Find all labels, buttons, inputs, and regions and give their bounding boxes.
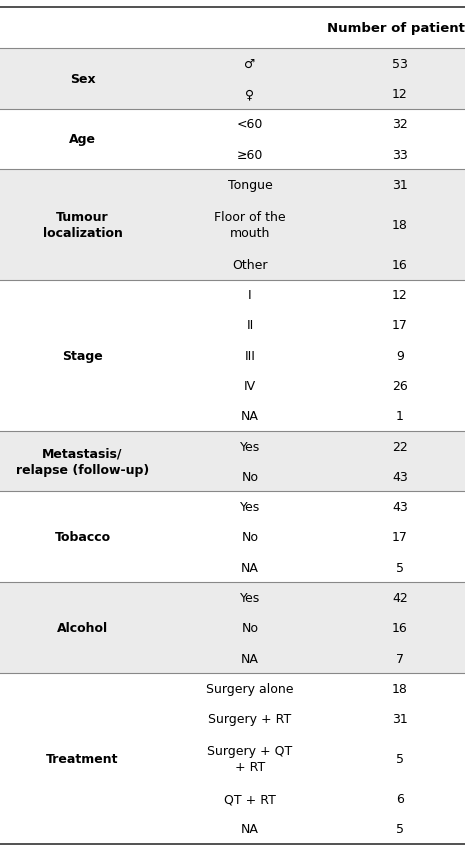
Text: 31: 31 xyxy=(392,712,408,725)
Text: 31: 31 xyxy=(392,179,408,192)
Text: Number of patients: Number of patients xyxy=(327,22,465,35)
Text: Yes: Yes xyxy=(240,591,260,604)
Text: 33: 33 xyxy=(392,148,408,161)
Text: 17: 17 xyxy=(392,319,408,332)
Text: Other: Other xyxy=(232,258,268,272)
Text: 42: 42 xyxy=(392,591,408,604)
Bar xyxy=(0,110,465,170)
Text: 5: 5 xyxy=(396,752,404,765)
Text: 12: 12 xyxy=(392,88,408,101)
Text: 26: 26 xyxy=(392,379,408,393)
Text: Treatment: Treatment xyxy=(46,752,119,765)
Text: NA: NA xyxy=(241,652,259,665)
Bar xyxy=(0,431,465,492)
Text: IV: IV xyxy=(244,379,256,393)
Text: 5: 5 xyxy=(396,822,404,835)
Text: 43: 43 xyxy=(392,500,408,514)
Text: I: I xyxy=(248,289,252,302)
Text: Tobacco: Tobacco xyxy=(54,531,111,544)
Text: 5: 5 xyxy=(396,561,404,574)
Text: 7: 7 xyxy=(396,652,404,665)
Text: Tumour
localization: Tumour localization xyxy=(43,210,122,239)
Text: ≥60: ≥60 xyxy=(237,148,263,161)
Text: 12: 12 xyxy=(392,289,408,302)
Text: Surgery alone: Surgery alone xyxy=(206,682,294,695)
Bar xyxy=(0,170,465,280)
Text: ♂: ♂ xyxy=(244,58,256,71)
Text: Stage: Stage xyxy=(62,349,103,362)
Text: NA: NA xyxy=(241,561,259,574)
Text: Alcohol: Alcohol xyxy=(57,621,108,635)
Text: Surgery + RT: Surgery + RT xyxy=(208,712,292,725)
Text: Surgery + QT
+ RT: Surgery + QT + RT xyxy=(207,744,292,773)
Text: Yes: Yes xyxy=(240,440,260,453)
Text: No: No xyxy=(241,470,259,483)
Text: 16: 16 xyxy=(392,621,408,635)
Text: 1: 1 xyxy=(396,410,404,423)
Bar xyxy=(0,583,465,673)
Bar xyxy=(0,673,465,844)
Text: 18: 18 xyxy=(392,682,408,695)
Text: NA: NA xyxy=(241,410,259,423)
Text: 32: 32 xyxy=(392,118,408,131)
Text: <60: <60 xyxy=(237,118,263,131)
Text: Floor of the
mouth: Floor of the mouth xyxy=(214,210,286,239)
Bar xyxy=(0,49,465,110)
Bar xyxy=(0,492,465,583)
Bar xyxy=(0,280,465,431)
Text: 43: 43 xyxy=(392,470,408,483)
Text: Metastasis/
relapse (follow-up): Metastasis/ relapse (follow-up) xyxy=(16,447,149,476)
Text: III: III xyxy=(245,349,255,362)
Bar xyxy=(0,8,465,49)
Text: II: II xyxy=(246,319,253,332)
Text: 17: 17 xyxy=(392,531,408,544)
Text: No: No xyxy=(241,621,259,635)
Text: Yes: Yes xyxy=(240,500,260,514)
Text: Tongue: Tongue xyxy=(227,179,272,192)
Text: No: No xyxy=(241,531,259,544)
Text: 22: 22 xyxy=(392,440,408,453)
Text: Age: Age xyxy=(69,133,96,147)
Text: ♀: ♀ xyxy=(246,88,254,101)
Text: Sex: Sex xyxy=(70,72,95,86)
Text: 9: 9 xyxy=(396,349,404,362)
Text: NA: NA xyxy=(241,822,259,835)
Text: 53: 53 xyxy=(392,58,408,71)
Text: 18: 18 xyxy=(392,219,408,232)
Text: QT + RT: QT + RT xyxy=(224,792,276,805)
Text: 6: 6 xyxy=(396,792,404,805)
Text: 16: 16 xyxy=(392,258,408,272)
